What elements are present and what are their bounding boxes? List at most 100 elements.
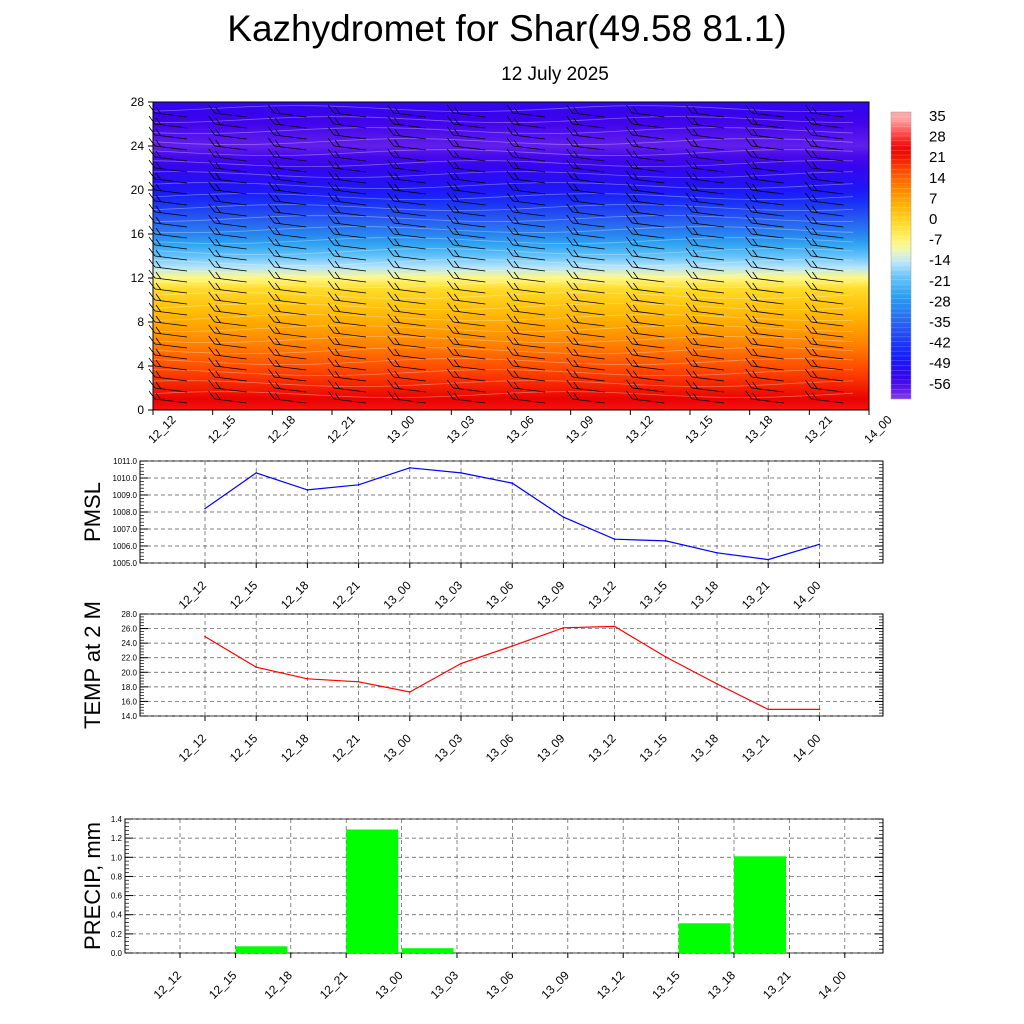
- wind-barb: [148, 181, 188, 195]
- wind-barb-flag: [155, 326, 162, 335]
- wind-barb-flag: [566, 357, 573, 367]
- wind-barb-flag: [268, 203, 275, 213]
- wind-barb-flag: [745, 313, 752, 323]
- wind-barb-flag: [387, 379, 394, 389]
- wind-barb-flag: [275, 183, 281, 192]
- wind-barb-flag: [812, 370, 818, 379]
- wind-barb: [268, 280, 307, 294]
- wind-barb-flag: [692, 348, 699, 357]
- wind-barb-flag: [334, 271, 341, 280]
- wind-barb-flag: [215, 293, 221, 302]
- wind-barb-flag: [334, 106, 341, 115]
- colorbar: [890, 111, 912, 400]
- wind-barb-flag: [155, 150, 162, 159]
- wind-barb-flag: [334, 183, 341, 192]
- wind-barb-flag: [745, 236, 752, 246]
- wind-barb-flag: [394, 337, 400, 346]
- wind-barb: [148, 379, 188, 393]
- wind-barb: [447, 379, 486, 393]
- wind-barb-flag: [268, 192, 275, 202]
- wind-barb: [208, 214, 247, 228]
- wind-barb-flag: [387, 159, 394, 169]
- wind-barb-flag: [155, 161, 162, 170]
- wind-barb: [268, 390, 307, 404]
- wind-barb-flag: [506, 269, 514, 279]
- wind-barb-flag: [387, 104, 394, 114]
- wind-barb-flag: [633, 227, 639, 236]
- pmsl-point: [665, 540, 667, 542]
- wind-barb-flag: [573, 227, 579, 236]
- wind-barb-flag: [155, 216, 162, 225]
- wind-barb-flag: [566, 368, 573, 378]
- wind-barb-flag: [268, 258, 275, 268]
- wind-barb: [745, 280, 784, 294]
- wind-barb: [268, 258, 307, 272]
- wind-barb: [268, 357, 307, 371]
- wind-barb: [327, 203, 367, 217]
- wind-barb: [626, 159, 665, 173]
- wind-barb-flag: [692, 205, 699, 214]
- wind-barb: [387, 236, 426, 250]
- y-tick-label: 0.4: [111, 911, 123, 920]
- temp-ylabel: TEMP at 2 M: [80, 601, 105, 729]
- y-tick-label: 0.0: [111, 949, 123, 958]
- wind-barb-flag: [387, 291, 394, 301]
- wind-barb: [506, 203, 546, 217]
- wind-barb: [566, 181, 605, 195]
- wind-barb-flag: [812, 194, 818, 203]
- wind-barb-flag: [208, 302, 215, 312]
- wind-barb-flag: [513, 381, 520, 390]
- wind-barb-flag: [387, 115, 394, 125]
- x-tick-label: 13_21: [802, 412, 836, 446]
- wind-barb-flag: [745, 269, 752, 279]
- wind-barb-flag: [447, 313, 454, 323]
- wind-barb-flag: [626, 104, 633, 114]
- wind-barb-flag: [155, 392, 162, 401]
- wind-barb-flag: [506, 357, 514, 367]
- wind-barb: [506, 258, 546, 272]
- wind-barb-flag: [268, 181, 275, 191]
- wind-barb-flag: [208, 357, 215, 367]
- wind-barb-flag: [685, 357, 693, 367]
- wind-barb-flag: [454, 106, 460, 115]
- wind-barb: [566, 302, 605, 316]
- wind-barb-flag: [148, 247, 156, 257]
- colorbar-label: -7: [929, 232, 942, 249]
- wind-barb-flag: [268, 368, 275, 378]
- temp-point: [357, 681, 360, 683]
- colorbar-label: -35: [929, 314, 951, 331]
- wind-barb: [506, 225, 546, 239]
- wind-barb-flag: [573, 172, 579, 181]
- wind-barb-flag: [692, 315, 699, 324]
- wind-barb-flag: [215, 227, 221, 236]
- wind-barb-flag: [513, 249, 520, 258]
- wind-barb-flag: [633, 326, 639, 335]
- wind-barb-flag: [454, 381, 460, 390]
- wind-barb: [566, 214, 605, 228]
- wind-barb-flag: [745, 346, 752, 356]
- isotherm-line: [152, 347, 854, 355]
- wind-barb: [685, 280, 725, 294]
- wind-barb: [745, 269, 784, 283]
- wind-barb-flag: [626, 126, 633, 136]
- isotherm-line: [152, 116, 854, 124]
- wind-barb-flag: [513, 194, 520, 203]
- wind-barb-flag: [275, 293, 281, 302]
- wind-barb-flag: [334, 238, 341, 247]
- wind-barb-flag: [155, 139, 162, 148]
- wind-barb-flag: [327, 203, 335, 213]
- wind-barb-flag: [394, 392, 400, 401]
- wind-barb: [387, 346, 426, 360]
- wind-barb: [805, 203, 844, 217]
- wind-barb: [387, 324, 426, 338]
- wind-barb-flag: [752, 326, 758, 335]
- wind-barb-flag: [387, 390, 394, 400]
- wind-barb-flag: [566, 324, 573, 334]
- x-tick-label: 12_21: [329, 731, 363, 765]
- wind-barb-flag: [692, 172, 699, 181]
- wind-barb-flag: [573, 183, 579, 192]
- y-tick-label: 1008.0: [113, 508, 138, 517]
- y-tick-label: 20: [131, 183, 145, 197]
- wind-barb-flag: [334, 128, 341, 137]
- wind-barb: [268, 379, 307, 393]
